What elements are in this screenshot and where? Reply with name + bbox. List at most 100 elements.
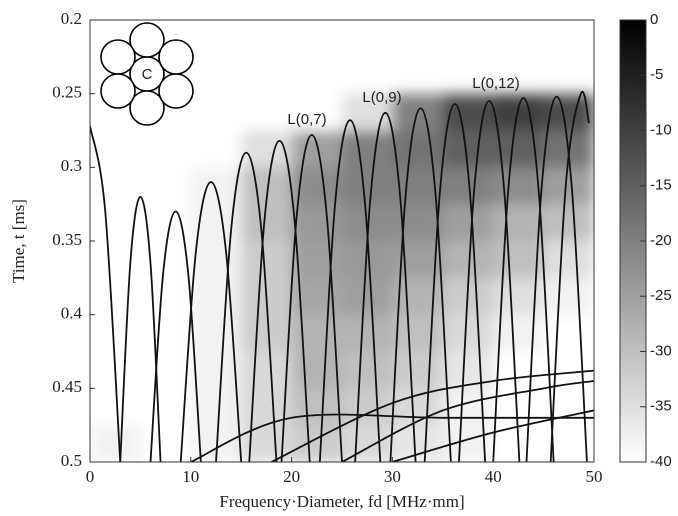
y-tick-label: 0.35	[52, 230, 82, 249]
heat-cell	[190, 388, 242, 426]
icon-circle	[158, 39, 194, 75]
dispersion-curve	[248, 139, 311, 462]
heat-cell	[442, 314, 494, 352]
dispersion-curve	[354, 111, 417, 462]
heat-cell	[442, 351, 494, 389]
dispersion-curve	[492, 97, 555, 462]
dispersion-curve	[525, 95, 588, 462]
heat-cell	[493, 314, 545, 352]
icon-circle	[100, 39, 136, 75]
heat-cell	[392, 204, 444, 242]
heat-cell	[543, 314, 594, 352]
heat-cell	[90, 241, 141, 279]
heat-cell	[190, 277, 242, 316]
colorbar-tick-label: -15	[650, 177, 672, 194]
y-axis-label: Time, t [ms]	[9, 199, 28, 283]
dispersion-curve	[179, 181, 243, 462]
heat-cell	[342, 388, 393, 426]
dispersion-curve	[190, 413, 594, 462]
heat-cell	[190, 167, 242, 205]
heat-cell	[342, 167, 393, 205]
dispersion-curve	[271, 369, 594, 462]
colorbar-tick-label: -25	[650, 287, 672, 304]
mode-annotation: L(0,7)	[287, 111, 326, 128]
heatmap	[90, 93, 594, 462]
dispersion-curve	[423, 103, 487, 462]
heat-cell	[342, 314, 393, 352]
heat-cell	[291, 241, 343, 279]
y-tick-label: 0.5	[61, 451, 82, 470]
heat-cell	[140, 130, 192, 168]
heat-cell	[493, 351, 545, 389]
heat-cell	[140, 167, 192, 205]
heat-cell	[291, 93, 343, 131]
dispersion-curve	[90, 125, 122, 462]
heat-cell	[342, 277, 393, 316]
heat-cell	[392, 130, 444, 168]
icon-circle	[129, 90, 165, 126]
heat-cell	[342, 425, 393, 462]
x-tick-label: 10	[182, 467, 199, 486]
mode-annotation: L(0,12)	[472, 75, 520, 92]
dispersion-curve	[280, 134, 343, 462]
colorbar-tick-label: -5	[650, 66, 663, 83]
x-tick-label: 30	[384, 467, 401, 486]
dispersion-curve	[119, 195, 162, 462]
x-tick-label: 0	[86, 467, 95, 486]
icon-circle	[158, 73, 194, 109]
heat-cell	[190, 241, 242, 279]
colorbar-tick-label: -40	[650, 453, 672, 470]
heat-cell	[392, 425, 444, 462]
icon-label: C	[142, 66, 153, 83]
heat-cell	[442, 93, 494, 131]
heat-cell	[90, 314, 141, 352]
heat-cell	[543, 167, 594, 205]
heat-cell	[90, 277, 141, 316]
dispersion-curve	[318, 119, 382, 462]
x-tick-label: 50	[586, 467, 603, 486]
dispersion-curve	[149, 210, 202, 462]
heat-cell	[442, 204, 494, 242]
heat-cell	[190, 351, 242, 389]
icon-circle	[100, 73, 136, 109]
heat-cell	[241, 351, 293, 389]
heat-cell	[392, 388, 444, 426]
heat-cell	[140, 314, 192, 352]
x-tick-label: 20	[283, 467, 300, 486]
heat-cell	[493, 93, 545, 131]
heat-cell	[90, 388, 141, 426]
y-tick-label: 0.25	[52, 83, 82, 102]
heat-cell	[140, 351, 192, 389]
heat-cell	[241, 241, 293, 279]
heat-cell	[190, 93, 242, 131]
colorbar-tick-label: -35	[650, 398, 672, 415]
heat-cell	[291, 425, 343, 462]
heat-cell	[493, 167, 545, 205]
colorbar-tick-label: 0	[650, 11, 658, 28]
heat-cell	[543, 204, 594, 242]
y-tick-label: 0.2	[61, 9, 82, 28]
heat-cell	[140, 277, 192, 316]
heat-cell	[241, 93, 293, 131]
heat-cell	[543, 277, 594, 316]
dispersion-curve	[389, 107, 452, 462]
colorbar-tick-label: -10	[650, 121, 672, 138]
heat-cell	[90, 167, 141, 205]
heat-cell	[291, 130, 343, 168]
heat-cell	[493, 204, 545, 242]
heat-cell	[493, 388, 545, 426]
heat-cell	[392, 314, 444, 352]
heat-cell	[543, 241, 594, 279]
colorbar-tick-label: -30	[650, 342, 672, 359]
x-axis-label: Frequency·Diameter, fd [MHz·mm]	[219, 492, 464, 511]
heat-cell	[291, 388, 343, 426]
x-tick-label: 40	[485, 467, 502, 486]
heat-cell	[90, 425, 141, 462]
curves	[90, 90, 594, 462]
y-tick-label: 0.45	[52, 377, 82, 396]
dispersion-curve	[341, 380, 594, 462]
mode-annotation: L(0,9)	[362, 89, 401, 106]
heat-cell	[342, 351, 393, 389]
heat-cell	[392, 351, 444, 389]
